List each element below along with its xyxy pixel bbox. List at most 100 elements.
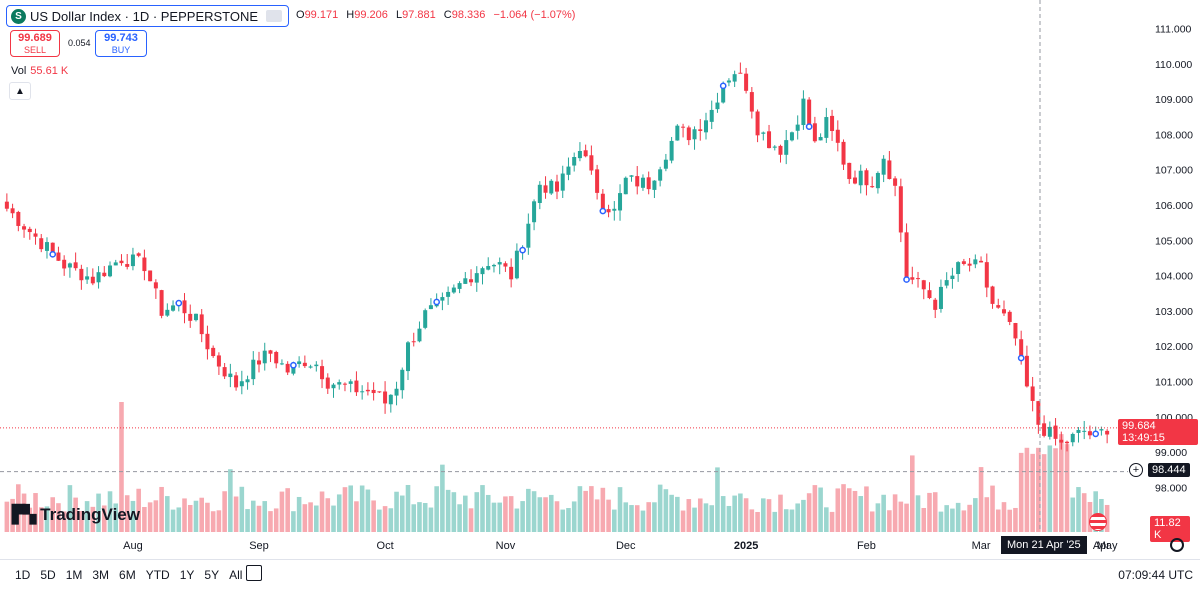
event-marker-icon bbox=[805, 123, 813, 130]
volume-bar bbox=[720, 496, 726, 532]
volume-bar bbox=[308, 502, 313, 532]
ohlc-readout: O99.171 H99.206 L97.881 C98.336 −1.064 (… bbox=[296, 9, 576, 21]
candle-body bbox=[125, 264, 130, 267]
candle-body bbox=[967, 263, 972, 266]
volume-bar bbox=[445, 489, 451, 532]
sell-button[interactable]: 99.689 SELL bbox=[10, 30, 60, 57]
volume-bar bbox=[772, 511, 778, 532]
y-tick-label: 102.000 bbox=[1155, 341, 1193, 353]
range-all[interactable]: All bbox=[229, 568, 243, 582]
volume-bar bbox=[239, 486, 245, 532]
candle-body bbox=[417, 328, 422, 342]
volume-bar bbox=[428, 507, 434, 532]
range-3m[interactable]: 3M bbox=[92, 568, 110, 582]
symbol-icon: S bbox=[11, 8, 26, 24]
candle-body bbox=[990, 286, 995, 304]
chevron-up-icon[interactable]: ▲ bbox=[9, 82, 31, 100]
candle-body bbox=[744, 73, 749, 91]
candle-body bbox=[371, 389, 376, 394]
range-5d[interactable]: 5D bbox=[40, 568, 56, 582]
volume-bar bbox=[646, 502, 651, 532]
candle-body bbox=[130, 254, 135, 267]
range-5y[interactable]: 5Y bbox=[204, 568, 220, 582]
candle-body bbox=[640, 177, 645, 188]
flag-icon[interactable] bbox=[266, 10, 283, 22]
volume-bar bbox=[944, 505, 949, 532]
volume-bar bbox=[537, 497, 543, 532]
volume-bar bbox=[262, 501, 268, 532]
candle-body bbox=[73, 262, 78, 269]
bottom-toolbar: 1D 5D 1M 3M 6M YTD 1Y 5Y All 07:09:44 UTC bbox=[0, 559, 1200, 591]
plus-icon[interactable]: + bbox=[1129, 463, 1143, 477]
volume-bar bbox=[995, 509, 1001, 532]
candle-body bbox=[772, 146, 777, 148]
range-1m[interactable]: 1M bbox=[65, 568, 83, 582]
candle-body bbox=[595, 169, 600, 193]
gear-icon[interactable] bbox=[1170, 538, 1184, 552]
candle-body bbox=[503, 263, 508, 267]
candle-body bbox=[801, 98, 806, 126]
candle-body bbox=[360, 391, 365, 393]
volume-bar bbox=[978, 467, 984, 532]
volume-bar bbox=[371, 500, 376, 532]
candle-body bbox=[314, 364, 319, 367]
candle-body bbox=[165, 309, 170, 316]
y-tick-label: 98.000 bbox=[1155, 482, 1187, 494]
volume-bar bbox=[852, 490, 858, 532]
x-tick-label: Mar bbox=[972, 540, 991, 552]
volume-bar bbox=[675, 496, 680, 532]
candle-body bbox=[33, 233, 38, 237]
volume-bar bbox=[726, 505, 732, 532]
candle-body bbox=[526, 223, 531, 248]
symbol-header[interactable]: S US Dollar Index · 1D · PEPPERSTONE bbox=[6, 5, 290, 27]
candle-body bbox=[721, 83, 726, 103]
candle-body bbox=[847, 162, 852, 180]
candle-body bbox=[904, 232, 909, 278]
candle-body bbox=[1099, 429, 1104, 431]
volume-bar bbox=[503, 496, 508, 532]
candle-body bbox=[1001, 309, 1006, 314]
candle-body bbox=[199, 314, 204, 335]
volume-bar bbox=[652, 502, 657, 532]
calendar-icon[interactable] bbox=[246, 565, 262, 581]
candle-body bbox=[1036, 401, 1041, 425]
volume-bar bbox=[331, 505, 336, 532]
volume-bar bbox=[881, 494, 886, 532]
candle-body bbox=[973, 259, 978, 265]
candle-body bbox=[1042, 423, 1047, 436]
us-flag-icon[interactable] bbox=[1089, 513, 1107, 531]
volume-bar bbox=[491, 502, 497, 532]
x-tick-label: Apr bbox=[1093, 540, 1110, 552]
buy-button[interactable]: 99.743 BUY bbox=[95, 30, 147, 57]
volume-bar bbox=[187, 504, 193, 532]
volume-bar bbox=[686, 499, 692, 532]
volume-bar bbox=[789, 509, 795, 532]
candle-body bbox=[245, 379, 250, 383]
candle-body bbox=[108, 265, 113, 277]
candle-body bbox=[354, 380, 359, 393]
range-6m[interactable]: 6M bbox=[119, 568, 136, 582]
tradingview-logo[interactable]: ▛▚ TradingView bbox=[12, 505, 140, 524]
volume-bar bbox=[44, 506, 50, 532]
volume-bar bbox=[508, 496, 514, 532]
candle-body bbox=[514, 250, 519, 279]
y-tick-label: 111.000 bbox=[1155, 24, 1192, 36]
volume-bar bbox=[875, 503, 881, 532]
volume-bar bbox=[119, 402, 124, 532]
volume-bar bbox=[1081, 493, 1087, 532]
volume-bar bbox=[21, 493, 27, 532]
volume-bar bbox=[10, 498, 15, 532]
candle-body bbox=[675, 125, 680, 141]
candle-body bbox=[1030, 386, 1035, 401]
candle-body bbox=[961, 261, 966, 264]
volume-bar bbox=[961, 510, 967, 532]
volume-bar bbox=[520, 501, 525, 532]
range-1d[interactable]: 1D bbox=[15, 568, 31, 582]
volume-bar bbox=[950, 508, 955, 532]
volume-bar bbox=[159, 486, 164, 532]
event-marker-icon bbox=[1017, 354, 1025, 362]
volume-bar bbox=[1064, 444, 1070, 532]
range-1y[interactable]: 1Y bbox=[179, 568, 195, 582]
range-ytd[interactable]: YTD bbox=[145, 568, 170, 582]
